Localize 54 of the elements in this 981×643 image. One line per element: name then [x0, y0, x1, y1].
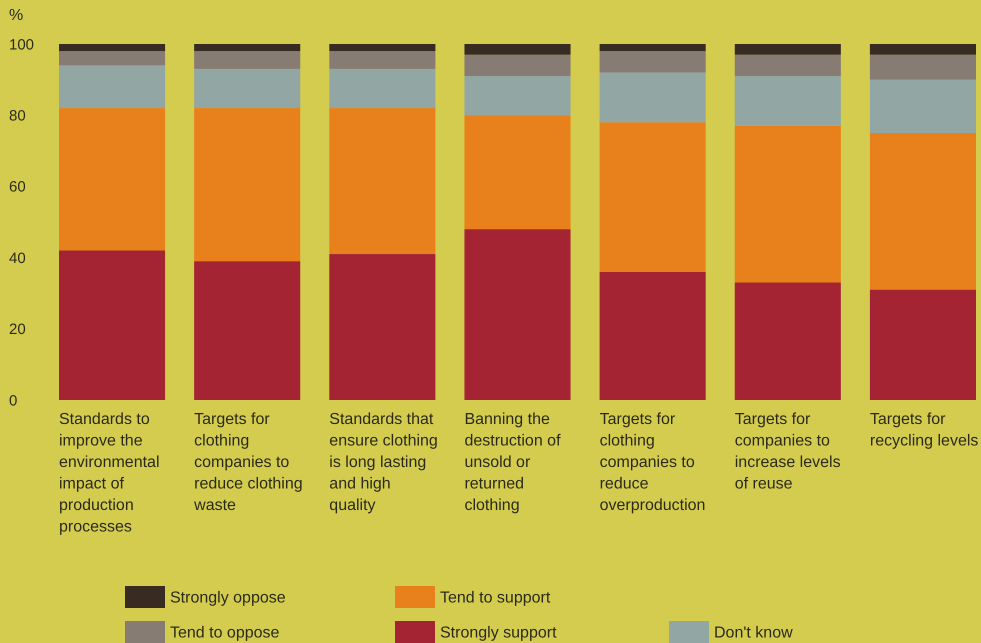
legend-label: Tend to oppose — [170, 624, 280, 642]
bar — [194, 68, 300, 108]
x-tick-label: Targets for clothing companies to reduce clothing waste — [193, 411, 303, 514]
bar — [600, 122, 706, 272]
bar — [734, 44, 841, 55]
bar — [870, 80, 976, 133]
bar — [59, 65, 166, 108]
bar — [734, 76, 841, 126]
bar — [870, 290, 976, 400]
bar — [329, 44, 436, 52]
bar — [870, 44, 976, 55]
bar — [734, 282, 841, 400]
x-tick-label: Standards to improve the environmental impact of production processes — [59, 411, 160, 536]
y-tick-label: 0 — [9, 392, 18, 410]
legend-label: Don't know — [714, 624, 794, 642]
y-axis-title: % — [9, 7, 24, 24]
legend-label: Strongly support — [440, 624, 558, 642]
bar — [600, 44, 706, 52]
bar — [600, 72, 706, 122]
y-tick-label: 20 — [9, 321, 26, 338]
legend-label: Tend to support — [440, 590, 551, 607]
x-tick-label: Banning the destruction of unsold or returned clothing — [464, 411, 562, 514]
bar — [600, 51, 706, 72]
bar — [194, 108, 300, 262]
bar — [329, 254, 436, 400]
bar — [734, 126, 841, 283]
bar — [464, 54, 571, 76]
x-tick-label: Standards that ensure clothing is long lasting and high quality — [329, 411, 438, 514]
y-tick-label: 100 — [9, 36, 34, 54]
bar — [329, 51, 436, 69]
bar — [194, 44, 300, 52]
y-tick-label: 40 — [9, 250, 26, 267]
bar — [194, 261, 300, 400]
bar — [464, 76, 571, 116]
x-tick-label: Targets for clothing companies to reduce overproduction — [600, 411, 706, 514]
x-tick-label: Targets for recycling levels — [870, 411, 978, 450]
bar — [59, 250, 166, 400]
bar — [464, 229, 571, 400]
bar — [870, 54, 976, 80]
bar — [59, 108, 166, 250]
bar — [329, 108, 436, 254]
legend-label: Strongly oppose — [170, 590, 286, 607]
y-tick-label: 60 — [9, 178, 26, 196]
bar — [329, 68, 436, 108]
bar — [194, 51, 300, 69]
bar — [59, 44, 166, 52]
y-tick-label: 80 — [9, 107, 26, 124]
bar — [59, 51, 166, 66]
bar — [464, 115, 571, 230]
bar — [734, 54, 841, 76]
bar — [600, 272, 706, 400]
bar — [870, 133, 976, 290]
x-tick-label: Targets for companies to increase levels of reuse — [734, 411, 841, 492]
bar — [464, 44, 571, 55]
